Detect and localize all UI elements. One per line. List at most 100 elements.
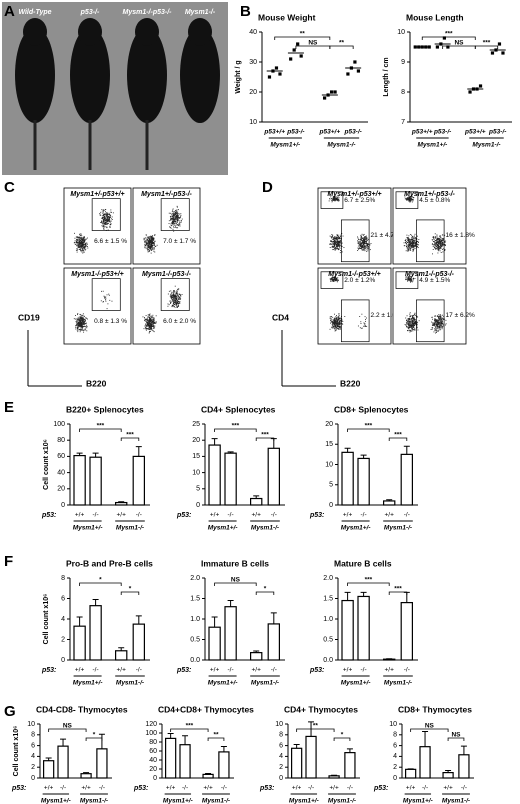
y-tick-label: 8 bbox=[393, 732, 397, 739]
flow-event bbox=[76, 245, 77, 247]
flow-event bbox=[329, 198, 331, 200]
flow-event bbox=[106, 212, 108, 214]
flow-event bbox=[409, 244, 411, 246]
flow-event bbox=[76, 250, 78, 251]
flow-event bbox=[151, 319, 153, 321]
flow-event bbox=[173, 299, 175, 301]
flow-event bbox=[105, 299, 106, 301]
flow-plot bbox=[63, 267, 132, 345]
flow-event bbox=[107, 214, 108, 216]
group-label: Mysm1-/- bbox=[327, 142, 355, 149]
flow-event bbox=[438, 316, 440, 318]
flow-event bbox=[438, 241, 440, 243]
flow-event bbox=[152, 244, 154, 246]
error-bar bbox=[227, 451, 234, 454]
flow-event bbox=[147, 322, 149, 324]
flow-event bbox=[363, 249, 365, 251]
flow-event bbox=[440, 242, 442, 244]
flow-event bbox=[149, 325, 151, 327]
group-label: Mysm1+/- bbox=[208, 525, 238, 532]
flow-event bbox=[145, 244, 147, 246]
flow-event bbox=[108, 219, 110, 221]
flow-event bbox=[173, 219, 175, 221]
flow-event bbox=[341, 242, 343, 244]
flow-event bbox=[443, 324, 445, 326]
flow-event bbox=[167, 305, 169, 307]
flow-event bbox=[335, 323, 337, 325]
error-bar bbox=[344, 447, 351, 453]
flow-event bbox=[361, 237, 363, 239]
flow-event bbox=[168, 304, 170, 306]
flow-event bbox=[338, 198, 340, 200]
flow-event bbox=[104, 213, 106, 215]
group-label: Mysm1+/- bbox=[270, 142, 300, 149]
flow-event bbox=[332, 235, 334, 237]
flow-event bbox=[331, 325, 333, 327]
flow-event bbox=[78, 236, 79, 238]
flow-event bbox=[103, 224, 105, 226]
error-bar bbox=[460, 745, 467, 755]
flow-event bbox=[106, 294, 108, 296]
flow-event bbox=[146, 241, 148, 243]
flow-event bbox=[410, 242, 411, 244]
flow-event bbox=[336, 316, 338, 318]
flow-event bbox=[357, 237, 359, 239]
flow-event bbox=[87, 247, 89, 249]
error-bar bbox=[253, 650, 260, 653]
flow-event bbox=[361, 248, 363, 250]
flow-event bbox=[336, 236, 338, 238]
flow-event bbox=[171, 295, 172, 297]
flow-event bbox=[412, 246, 414, 248]
flow-event bbox=[434, 318, 436, 320]
flow-event bbox=[437, 322, 439, 324]
flow-event bbox=[331, 280, 333, 282]
error-bar bbox=[445, 769, 452, 773]
flow-event bbox=[82, 319, 84, 321]
flow-event bbox=[79, 236, 81, 238]
flow-event bbox=[103, 216, 105, 218]
flow-event bbox=[150, 326, 152, 328]
flow-event bbox=[154, 321, 156, 323]
flow-event bbox=[77, 317, 79, 319]
flow-event bbox=[80, 320, 82, 322]
flow-event bbox=[331, 234, 333, 236]
flow-event bbox=[410, 321, 411, 323]
flow-event bbox=[409, 324, 411, 326]
flow-event bbox=[363, 322, 365, 324]
flow-event bbox=[151, 321, 153, 323]
flow-event bbox=[75, 242, 77, 244]
flow-event bbox=[335, 317, 337, 319]
flow-event bbox=[340, 319, 341, 321]
flow-event bbox=[173, 305, 175, 307]
flow-event bbox=[335, 327, 336, 329]
flow-event bbox=[78, 245, 80, 247]
flow-event bbox=[442, 248, 444, 250]
flow-event bbox=[404, 196, 406, 198]
y-tick-label: 8 bbox=[401, 89, 405, 96]
flow-event bbox=[79, 243, 81, 245]
data-point bbox=[490, 51, 495, 55]
flow-event bbox=[169, 303, 171, 304]
flow-event bbox=[175, 301, 177, 303]
flow-event bbox=[108, 294, 110, 296]
flow-event bbox=[435, 322, 437, 324]
flow-event bbox=[410, 247, 412, 249]
flow-event bbox=[180, 213, 182, 215]
flow-event bbox=[431, 243, 433, 245]
bar bbox=[400, 601, 414, 661]
flow-event bbox=[336, 240, 338, 242]
flow-event bbox=[76, 329, 78, 331]
flow-event bbox=[148, 319, 150, 321]
flow-event bbox=[150, 240, 152, 242]
flow-event bbox=[151, 240, 153, 242]
significance-label: *** bbox=[186, 723, 194, 730]
flow-event bbox=[331, 316, 333, 318]
flow-event bbox=[408, 196, 410, 198]
y-tick-label: 15 bbox=[325, 441, 333, 448]
flow-event bbox=[336, 280, 337, 282]
flow-event bbox=[329, 328, 331, 330]
flow-event bbox=[438, 318, 439, 320]
flow-event bbox=[99, 213, 101, 214]
flow-event bbox=[150, 241, 152, 243]
flow-event bbox=[369, 249, 371, 251]
